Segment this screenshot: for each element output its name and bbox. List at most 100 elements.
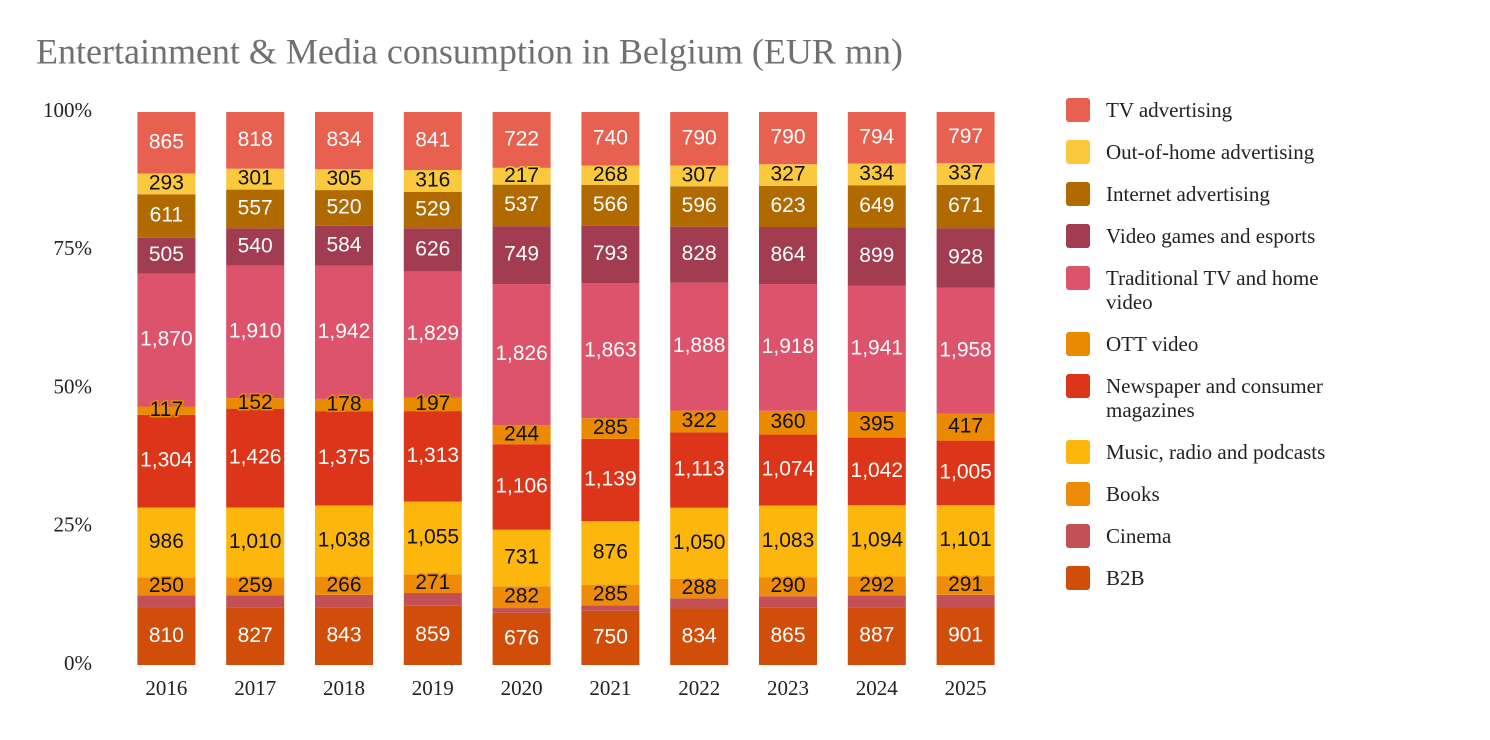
data-label: 520 xyxy=(326,195,361,218)
legend-label: TV advertising xyxy=(1106,98,1233,122)
bar-segment xyxy=(847,576,906,596)
bar-segment xyxy=(403,593,462,606)
legend-swatch xyxy=(1066,98,1090,122)
data-label: 152 xyxy=(238,391,273,414)
x-tick-label: 2016 xyxy=(145,676,187,700)
x-tick-label: 2022 xyxy=(678,676,720,700)
data-label: 841 xyxy=(415,129,450,152)
bar-segment xyxy=(403,411,462,502)
legend-label: Out-of-home advertising xyxy=(1106,140,1315,164)
data-label: 623 xyxy=(770,194,805,217)
data-label: 740 xyxy=(593,126,628,149)
bar-segment xyxy=(847,285,906,412)
legend-swatch xyxy=(1066,266,1090,290)
legend-label: Books xyxy=(1106,482,1160,506)
legend-item: Out-of-home advertising xyxy=(1066,140,1366,164)
data-label: 360 xyxy=(770,410,805,433)
bar-segment xyxy=(670,608,729,665)
bar-segment xyxy=(226,398,285,409)
bar-segment xyxy=(226,228,285,266)
data-label: 790 xyxy=(682,126,717,149)
data-label: 1,888 xyxy=(673,334,726,357)
bar-segment xyxy=(315,607,373,665)
data-label: 671 xyxy=(948,194,983,217)
y-tick-label: 75% xyxy=(54,236,93,260)
bar-segment xyxy=(492,284,551,426)
data-label: 1,094 xyxy=(851,528,904,551)
bar-segment xyxy=(759,226,817,285)
bar-segment xyxy=(936,163,995,185)
data-label: 505 xyxy=(149,243,184,266)
data-label: 1,139 xyxy=(584,468,637,491)
legend-label: Newspaper and consumer magazines xyxy=(1106,374,1323,422)
bar-segment xyxy=(137,577,196,596)
data-label: 266 xyxy=(326,573,361,596)
bar-segment xyxy=(847,163,906,186)
data-label: 334 xyxy=(859,162,894,185)
bar-segment xyxy=(137,273,196,407)
data-label: 1,005 xyxy=(939,460,992,483)
bar-segment xyxy=(847,185,906,228)
data-label: 827 xyxy=(238,624,273,647)
data-label: 1,304 xyxy=(140,449,193,472)
bar-segment xyxy=(759,434,817,506)
data-label: 828 xyxy=(682,242,717,265)
data-label: 271 xyxy=(415,571,450,594)
legend-item: Newspaper and consumer magazines xyxy=(1066,374,1366,422)
legend-label: Music, radio and podcasts xyxy=(1106,440,1326,464)
bar-segment xyxy=(226,408,285,508)
legend-item: Music, radio and podcasts xyxy=(1066,440,1366,464)
data-label: 818 xyxy=(238,128,273,151)
data-label: 117 xyxy=(150,398,183,421)
bar-segment xyxy=(759,596,817,608)
data-label: 887 xyxy=(859,624,894,647)
data-label: 865 xyxy=(770,624,805,647)
bar-segment xyxy=(226,507,285,578)
data-label: 417 xyxy=(948,415,983,438)
data-label: 1,918 xyxy=(762,335,815,358)
bar-segment xyxy=(936,413,995,441)
bar-segment xyxy=(403,169,462,192)
y-tick-label: 100% xyxy=(43,98,92,122)
bar-segment xyxy=(315,505,373,577)
bar-segment xyxy=(581,165,640,185)
y-tick-label: 50% xyxy=(54,374,93,398)
data-label: 285 xyxy=(593,583,628,606)
bar-segment xyxy=(492,184,551,227)
bar-segment xyxy=(315,225,373,266)
bar-segment xyxy=(315,265,373,399)
data-label: 178 xyxy=(326,393,361,416)
bar-segment xyxy=(403,501,462,575)
bar-segment xyxy=(759,112,817,165)
x-tick-label: 2018 xyxy=(323,676,365,700)
bar-segment xyxy=(670,112,729,166)
bar-segment xyxy=(226,189,285,229)
legend: TV advertising Out-of-home advertising Int… xyxy=(1066,98,1366,608)
data-label: 537 xyxy=(504,193,539,216)
data-label: 268 xyxy=(593,163,628,186)
data-label: 316 xyxy=(415,168,450,191)
data-label: 1,826 xyxy=(495,342,548,365)
legend-item: Internet advertising xyxy=(1066,182,1366,206)
bar-segment xyxy=(936,228,995,288)
legend-label: OTT video xyxy=(1106,332,1199,356)
data-label: 1,050 xyxy=(673,531,726,554)
legend-swatch xyxy=(1066,374,1090,398)
data-label: 899 xyxy=(859,244,894,267)
legend-item: OTT video xyxy=(1066,332,1366,356)
data-label: 834 xyxy=(326,128,361,151)
legend-item: B2B xyxy=(1066,566,1366,590)
data-label: 1,942 xyxy=(318,320,371,343)
data-label: 864 xyxy=(770,243,805,266)
bar-segment xyxy=(759,577,817,597)
bar-segment xyxy=(403,397,462,412)
bar-segment xyxy=(492,425,551,445)
bar-segment xyxy=(137,194,196,238)
bar-segment xyxy=(226,607,285,665)
data-label: 1,083 xyxy=(762,529,815,552)
bar-segment xyxy=(759,410,817,435)
bar-segment xyxy=(936,112,995,164)
data-label: 750 xyxy=(593,625,628,648)
data-label: 810 xyxy=(149,624,184,647)
bar-segment xyxy=(936,594,995,608)
